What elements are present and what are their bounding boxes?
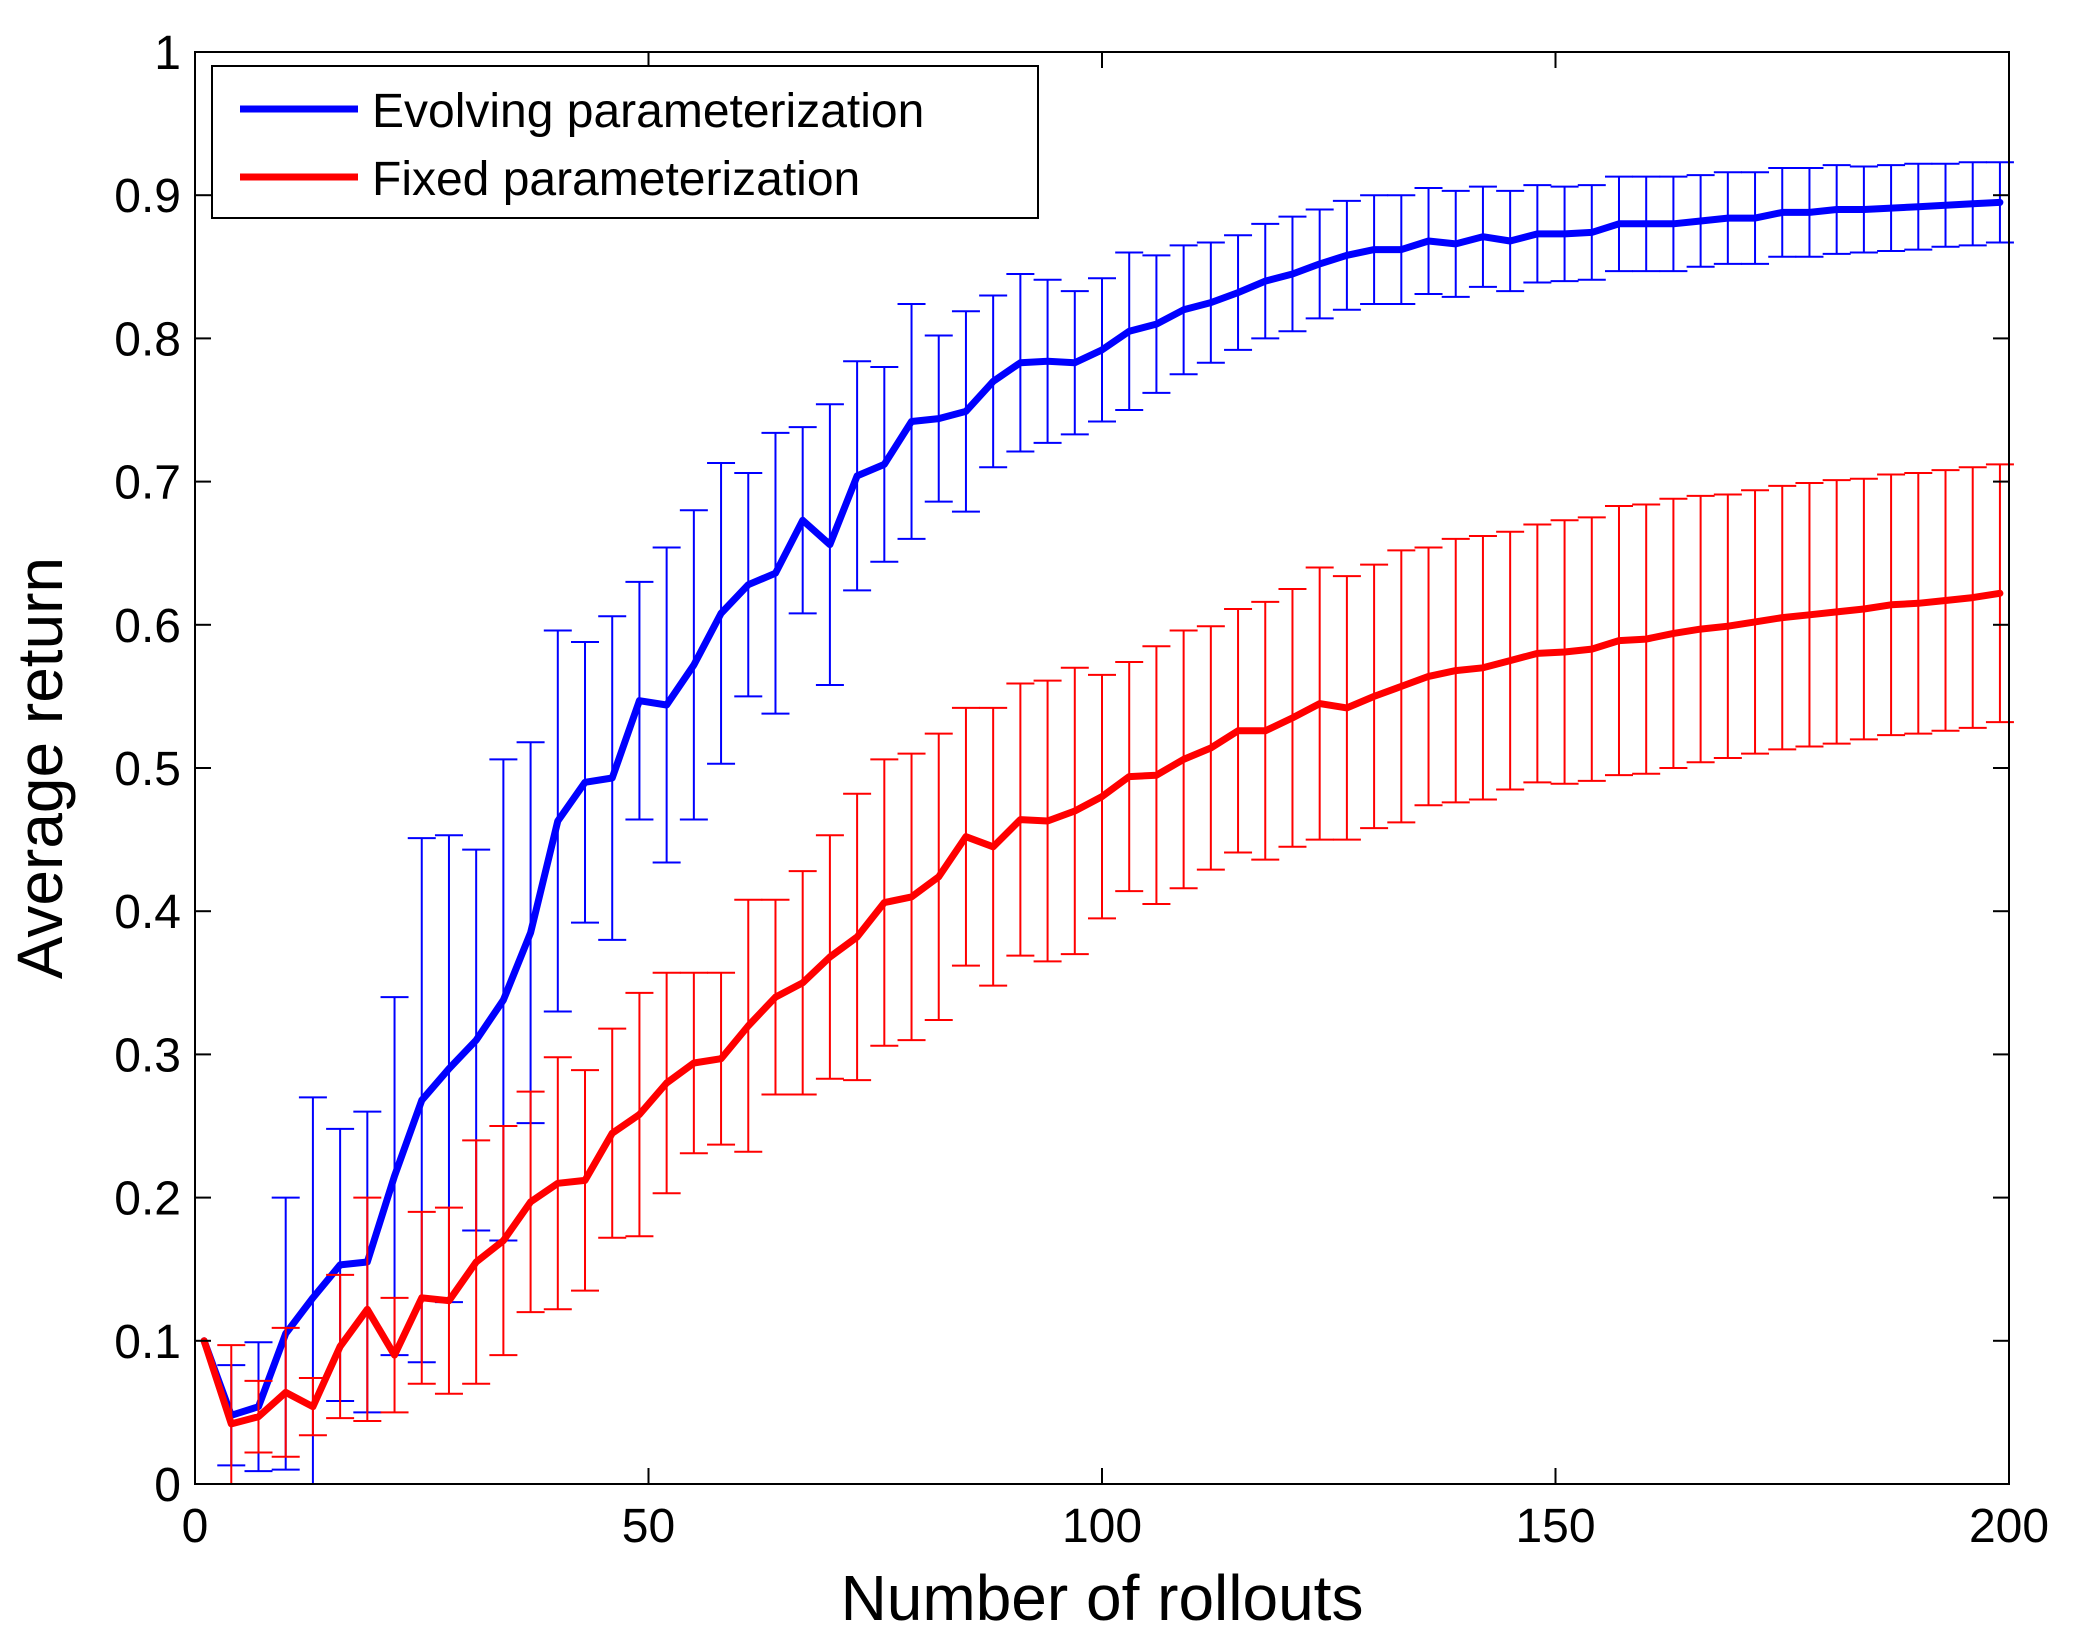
legend-label-fixed: Fixed parameterization [372, 153, 860, 206]
series-line-fixed [200, 589, 2004, 1428]
x-tick-label: 100 [1062, 1500, 1142, 1553]
legend: Evolving parameterization Fixed paramete… [211, 65, 1039, 219]
y-tick-label: 1 [154, 27, 181, 80]
y-tick-label: 0.3 [114, 1029, 181, 1082]
y-tick-label: 0.5 [114, 743, 181, 796]
y-tick-label: 0.4 [114, 886, 181, 939]
y-tick-label: 0.2 [114, 1173, 181, 1226]
x-axis-title: Number of rollouts [841, 1562, 1364, 1634]
y-tick-label: 0.7 [114, 457, 181, 510]
series-line-evolving [200, 198, 2004, 1419]
ticks-layer: 0 50 100 150 200 0 0.1 0.2 0.3 0.4 0.5 0.6 0.7 0.8 0.9… [114, 27, 2049, 1553]
y-tick-label: 0.1 [114, 1316, 181, 1369]
y-tick-label: 0.9 [114, 170, 181, 223]
y-tick-label: 0.8 [114, 313, 181, 366]
x-tick-label: 50 [622, 1500, 675, 1553]
series-evolving [200, 161, 2014, 1485]
legend-box [211, 65, 1039, 219]
x-tick-label: 150 [1515, 1500, 1595, 1553]
legend-label-evolving: Evolving parameterization [372, 85, 924, 138]
y-axis-title: Average return [4, 557, 76, 979]
y-tick-label: 0.6 [114, 600, 181, 653]
series-layer [200, 161, 2014, 1485]
series-fixed [200, 463, 2014, 1485]
x-tick-label: 0 [182, 1500, 209, 1553]
y-tick-label: 0 [154, 1459, 181, 1512]
x-tick-label: 200 [1969, 1500, 2049, 1553]
